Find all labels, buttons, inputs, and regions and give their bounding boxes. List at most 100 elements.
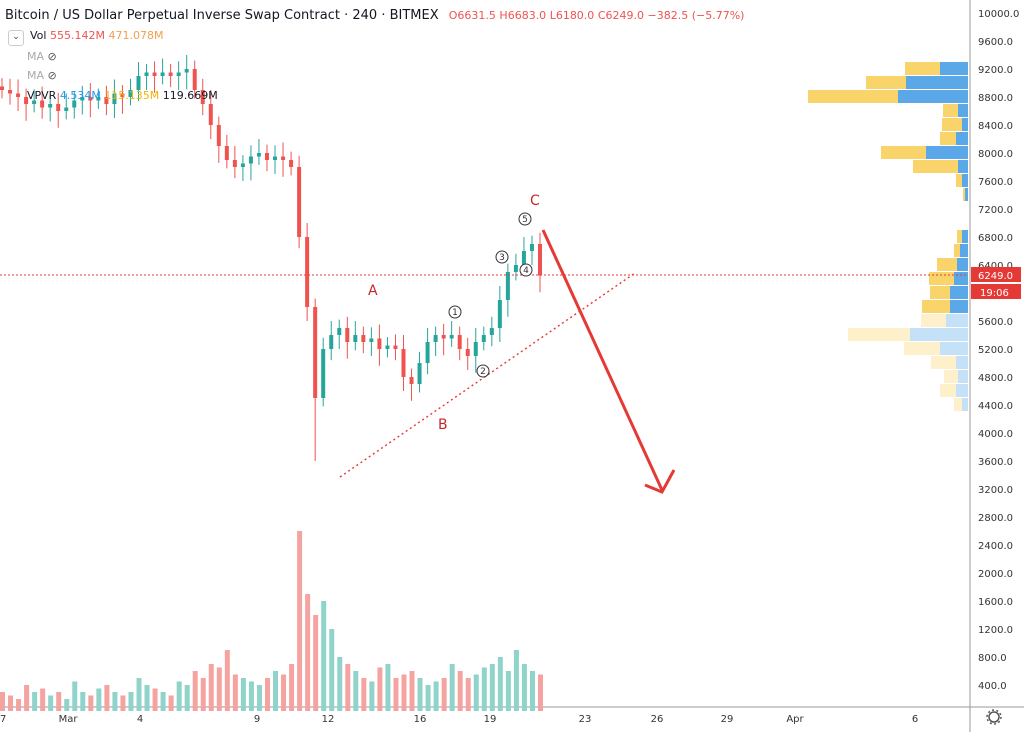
price-tick: 2800.0	[978, 513, 1013, 524]
ma-legend-2: MA ⊘	[27, 69, 57, 82]
price-tick: 2400.0	[978, 541, 1013, 552]
volume-profile-up	[954, 272, 968, 285]
high-value: H6683.0	[499, 9, 547, 22]
eye-off-icon[interactable]: ⊘	[47, 50, 57, 63]
eye-off-icon[interactable]: ⊘	[47, 69, 57, 82]
volume-bar	[80, 692, 86, 711]
volume-profile-down	[808, 90, 898, 103]
volume-profile-up	[962, 230, 968, 243]
vpvr-total: 119.669M	[162, 89, 218, 102]
candle-body	[385, 345, 390, 349]
candle-body	[441, 335, 446, 339]
candle-body	[538, 244, 542, 276]
price-tick: 9600.0	[978, 37, 1013, 48]
candle-body	[497, 300, 502, 328]
volume-profile-down	[954, 398, 962, 411]
time-tick: 23	[579, 714, 592, 725]
candle-body	[104, 97, 109, 104]
candle-body	[481, 335, 486, 342]
candle-body	[505, 272, 510, 300]
candle-body	[88, 97, 93, 101]
volume-bar	[425, 685, 431, 711]
candle-body	[184, 69, 189, 73]
price-tick: 1200.0	[978, 625, 1013, 636]
settings-gear-icon[interactable]	[986, 709, 1002, 725]
candle-body	[449, 335, 454, 339]
vpvr-down: 115.135M	[104, 89, 160, 102]
sub-wave-marker	[518, 212, 532, 226]
candle-body	[433, 335, 438, 342]
volume-profile-up	[957, 258, 968, 271]
candle-body	[361, 335, 366, 342]
candle-body	[273, 156, 278, 160]
sub-wave-label: 5	[522, 215, 528, 225]
sub-wave-marker	[519, 263, 533, 277]
candle-body	[224, 146, 229, 160]
vpvr-legend: VPVR 4.534M 115.135M 119.669M	[27, 89, 218, 102]
volume-bar	[144, 685, 150, 711]
volume-profile-down	[913, 160, 958, 173]
price-tick: 2000.0	[978, 569, 1013, 580]
sub-wave-label: 3	[499, 253, 505, 263]
volume-profile-down	[957, 230, 962, 243]
volume-profile-down	[931, 356, 956, 369]
volume-bar	[96, 688, 102, 711]
volume-bar	[321, 601, 327, 711]
volume-bar	[465, 678, 471, 711]
vol-value-1: 555.142M	[49, 29, 105, 42]
volume-bar	[457, 671, 463, 711]
price-tick: 800.0	[978, 653, 1007, 664]
volume-profile-up	[958, 104, 968, 117]
volume-bar	[273, 671, 279, 711]
time-tick: 29	[721, 714, 734, 725]
candle-body	[256, 153, 261, 157]
vol-label: Vol	[30, 29, 47, 42]
time-tick: 16	[414, 714, 427, 725]
close-value: C6249.0	[597, 9, 644, 22]
candle-body	[321, 349, 326, 398]
time-tick: 6	[912, 714, 918, 725]
volume-profile-down	[940, 384, 956, 397]
low-value: L6180.0	[549, 9, 595, 22]
volume-bar	[377, 667, 383, 711]
price-tick: 400.0	[978, 681, 1007, 692]
candle-body	[417, 363, 422, 384]
down-arrow[interactable]	[541, 229, 676, 494]
candle-body	[200, 90, 205, 104]
candle-body	[473, 342, 478, 356]
vol-legend: ⌄ Vol 555.142M 471.078M	[8, 29, 163, 46]
candle-body	[0, 86, 4, 90]
volume-profile-down	[940, 132, 956, 145]
volume-bar	[433, 681, 439, 711]
chart-legend-title: Bitcoin / US Dollar Perpetual Inverse Sw…	[5, 8, 745, 23]
collapse-chevron-icon[interactable]: ⌄	[8, 30, 24, 46]
volume-bar	[305, 594, 311, 711]
ma-legend-1: MA ⊘	[27, 50, 57, 63]
candle-body	[377, 338, 382, 349]
volume-bar	[112, 692, 118, 711]
volume-bar	[160, 692, 166, 711]
volume-bar	[120, 695, 126, 711]
volume-bar	[216, 667, 222, 711]
price-tick: 8000.0	[978, 149, 1013, 160]
price-tick: 4000.0	[978, 429, 1013, 440]
volume-bar	[136, 678, 142, 711]
volume-bar	[184, 685, 190, 711]
candle-body	[32, 100, 37, 104]
volume-bar	[32, 692, 38, 711]
ma-label: MA	[27, 50, 45, 63]
wave-label-b: B	[438, 417, 448, 433]
candle-body	[144, 72, 149, 76]
volume-profile-up	[950, 286, 968, 299]
interval[interactable]: 240	[352, 8, 378, 23]
candle-body	[120, 93, 125, 97]
time-tick: 7	[0, 714, 6, 725]
volume-bar	[40, 688, 46, 711]
volume-bar	[329, 629, 335, 711]
symbol-name[interactable]: Bitcoin / US Dollar Perpetual Inverse Sw…	[5, 8, 340, 23]
sub-wave-marker	[476, 364, 490, 378]
volume-bar	[256, 685, 262, 711]
time-tick: 4	[137, 714, 143, 725]
sub-wave-label: 1	[452, 308, 458, 318]
